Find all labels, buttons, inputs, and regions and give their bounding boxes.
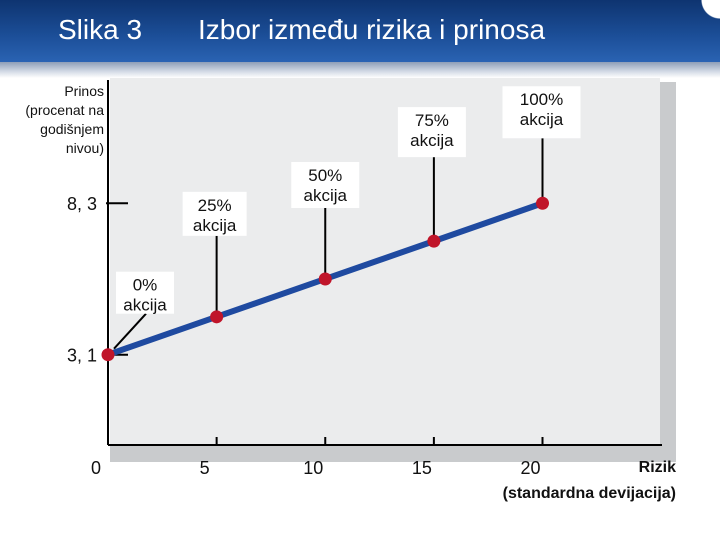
point-label: 25% akcija — [193, 196, 237, 235]
point-label-box — [397, 107, 466, 158]
point-label-box — [502, 86, 581, 139]
point-label-line: 25% — [198, 196, 232, 215]
plot-panel — [110, 78, 660, 445]
page-title: Izbor između rizika i prinosa — [198, 14, 546, 45]
data-point — [101, 348, 115, 362]
point-label-line: akcija — [410, 131, 454, 150]
point-label-line: akcija — [304, 186, 348, 205]
x-tick-label: 20 — [520, 458, 540, 478]
x-tick-label: 15 — [412, 458, 432, 478]
data-point — [536, 196, 550, 210]
point-label-box — [182, 191, 247, 236]
figure-label: Slika 3 — [58, 14, 143, 45]
point-label: 50% akcija — [304, 166, 348, 205]
y-tick-label: 8, 3 — [67, 194, 97, 214]
x-axis-label-sub: (standardna devijacija) — [502, 485, 676, 502]
y-tick-label: 3, 1 — [67, 346, 97, 366]
x-tick-label: 10 — [303, 458, 323, 478]
point-label: 0% akcija — [123, 276, 167, 315]
data-point — [427, 234, 441, 248]
x-axis-label: Rizik — [638, 459, 676, 476]
point-label: 75% akcija — [410, 111, 454, 150]
point-label-line: 50% — [308, 166, 342, 185]
data-point — [318, 272, 332, 286]
x-tick-label: 0 — [91, 458, 101, 478]
point-label-box — [291, 161, 360, 208]
title-bar-corner — [694, 0, 720, 28]
point-label-line: 0% — [133, 276, 158, 295]
point-label-line: akcija — [123, 296, 167, 315]
point-label-line: 100% — [520, 90, 563, 109]
point-label-box — [116, 271, 174, 314]
y-axis-label: Prinos (procenat na godišnjem nivou) — [25, 83, 104, 156]
point-label-line: akcija — [193, 216, 237, 235]
title-bar — [0, 0, 720, 62]
point-label-line: 75% — [415, 111, 449, 130]
point-label: 100% akcija — [520, 90, 564, 129]
title-bar-shadow — [0, 62, 720, 78]
data-point — [210, 310, 224, 324]
x-tick-label: 5 — [200, 458, 210, 478]
point-label-line: akcija — [520, 110, 564, 129]
label-leader-line — [113, 313, 147, 350]
